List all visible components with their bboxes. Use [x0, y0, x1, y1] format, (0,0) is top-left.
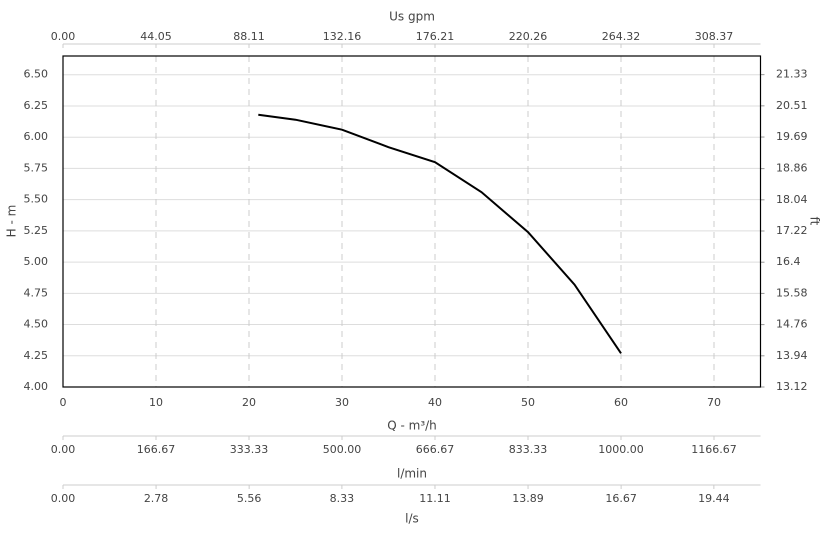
y2-tick-label: 13.94: [776, 349, 808, 362]
y-tick-label: 5.25: [24, 224, 49, 237]
bottom-tick-label: 2.78: [144, 492, 169, 505]
y2-tick-label: 20.51: [776, 99, 808, 112]
y-tick-label: 5.00: [24, 255, 49, 268]
curve: [258, 113, 622, 354]
top-tick-label: 176.21: [416, 30, 455, 43]
plot-border: [62, 55, 762, 388]
y2-axis-title: ft: [808, 217, 822, 226]
bottom-tick-label: 500.00: [323, 443, 362, 456]
top-tick-label: 132.16: [323, 30, 362, 43]
y-tick-label: 6.50: [24, 68, 49, 81]
x-tick-label: 30: [335, 396, 349, 409]
bottom-axis-title: l/min: [397, 467, 427, 481]
y-tick-label: 4.50: [24, 318, 49, 331]
top-tick-label: 308.37: [695, 30, 734, 43]
y2-tick-label: 13.12: [776, 380, 808, 393]
x-tick-label: 20: [242, 396, 256, 409]
y-tick-label: 4.75: [24, 286, 49, 299]
y-tick-label: 5.75: [24, 161, 49, 174]
y2-tick-label: 16.4: [776, 255, 801, 268]
bottom-tick-label: 333.33: [230, 443, 269, 456]
bottom-axis-title: l/s: [405, 512, 419, 526]
y-tick-label: 6.25: [24, 99, 49, 112]
y-axis-title: H - m: [5, 205, 19, 238]
bottom-tick-label: 833.33: [509, 443, 548, 456]
y2-tick-label: 14.76: [776, 318, 808, 331]
x-axis-title: Q - m³/h: [387, 419, 437, 433]
y-tick-label: 4.00: [24, 380, 49, 393]
y-tick-label: 4.25: [24, 349, 49, 362]
bottom-tick-label: 13.89: [512, 492, 544, 505]
x-tick-label: 70: [707, 396, 721, 409]
bottom-tick-label: 166.67: [137, 443, 176, 456]
x-tick-label: 60: [614, 396, 628, 409]
top-axis-title: Us gpm: [389, 10, 435, 24]
x-tick-label: 10: [149, 396, 163, 409]
top-tick-label: 220.26: [509, 30, 548, 43]
bottom-tick-label: 19.44: [698, 492, 730, 505]
bottom-tick-label: 5.56: [237, 492, 262, 505]
top-tick-label: 0.00: [51, 30, 76, 43]
top-tick-label: 44.05: [140, 30, 172, 43]
y2-tick-label: 19.69: [776, 130, 808, 143]
x-tick-label: 50: [521, 396, 535, 409]
bottom-tick-label: 0.00: [51, 443, 76, 456]
y2-tick-label: 18.86: [776, 162, 808, 175]
y-tick-label: 6.00: [24, 130, 49, 143]
bottom-tick-label: 1166.67: [691, 443, 737, 456]
bottom-tick-label: 11.11: [419, 492, 451, 505]
y2-tick-label: 21.33: [776, 68, 808, 81]
bottom-tick-label: 0.00: [51, 492, 76, 505]
bottom-tick-label: 8.33: [330, 492, 355, 505]
x-tick-label: 40: [428, 396, 442, 409]
bottom-tick-label: 666.67: [416, 443, 455, 456]
bottom-tick-label: 16.67: [605, 492, 637, 505]
bottom-tick-label: 1000.00: [598, 443, 644, 456]
top-tick-label: 88.11: [233, 30, 265, 43]
y2-tick-label: 18.04: [776, 193, 808, 206]
y2-tick-label: 15.58: [776, 286, 808, 299]
y2-tick-label: 17.22: [776, 224, 808, 237]
x-tick-label: 0: [60, 396, 67, 409]
top-tick-label: 264.32: [602, 30, 641, 43]
y-tick-label: 5.50: [24, 193, 49, 206]
